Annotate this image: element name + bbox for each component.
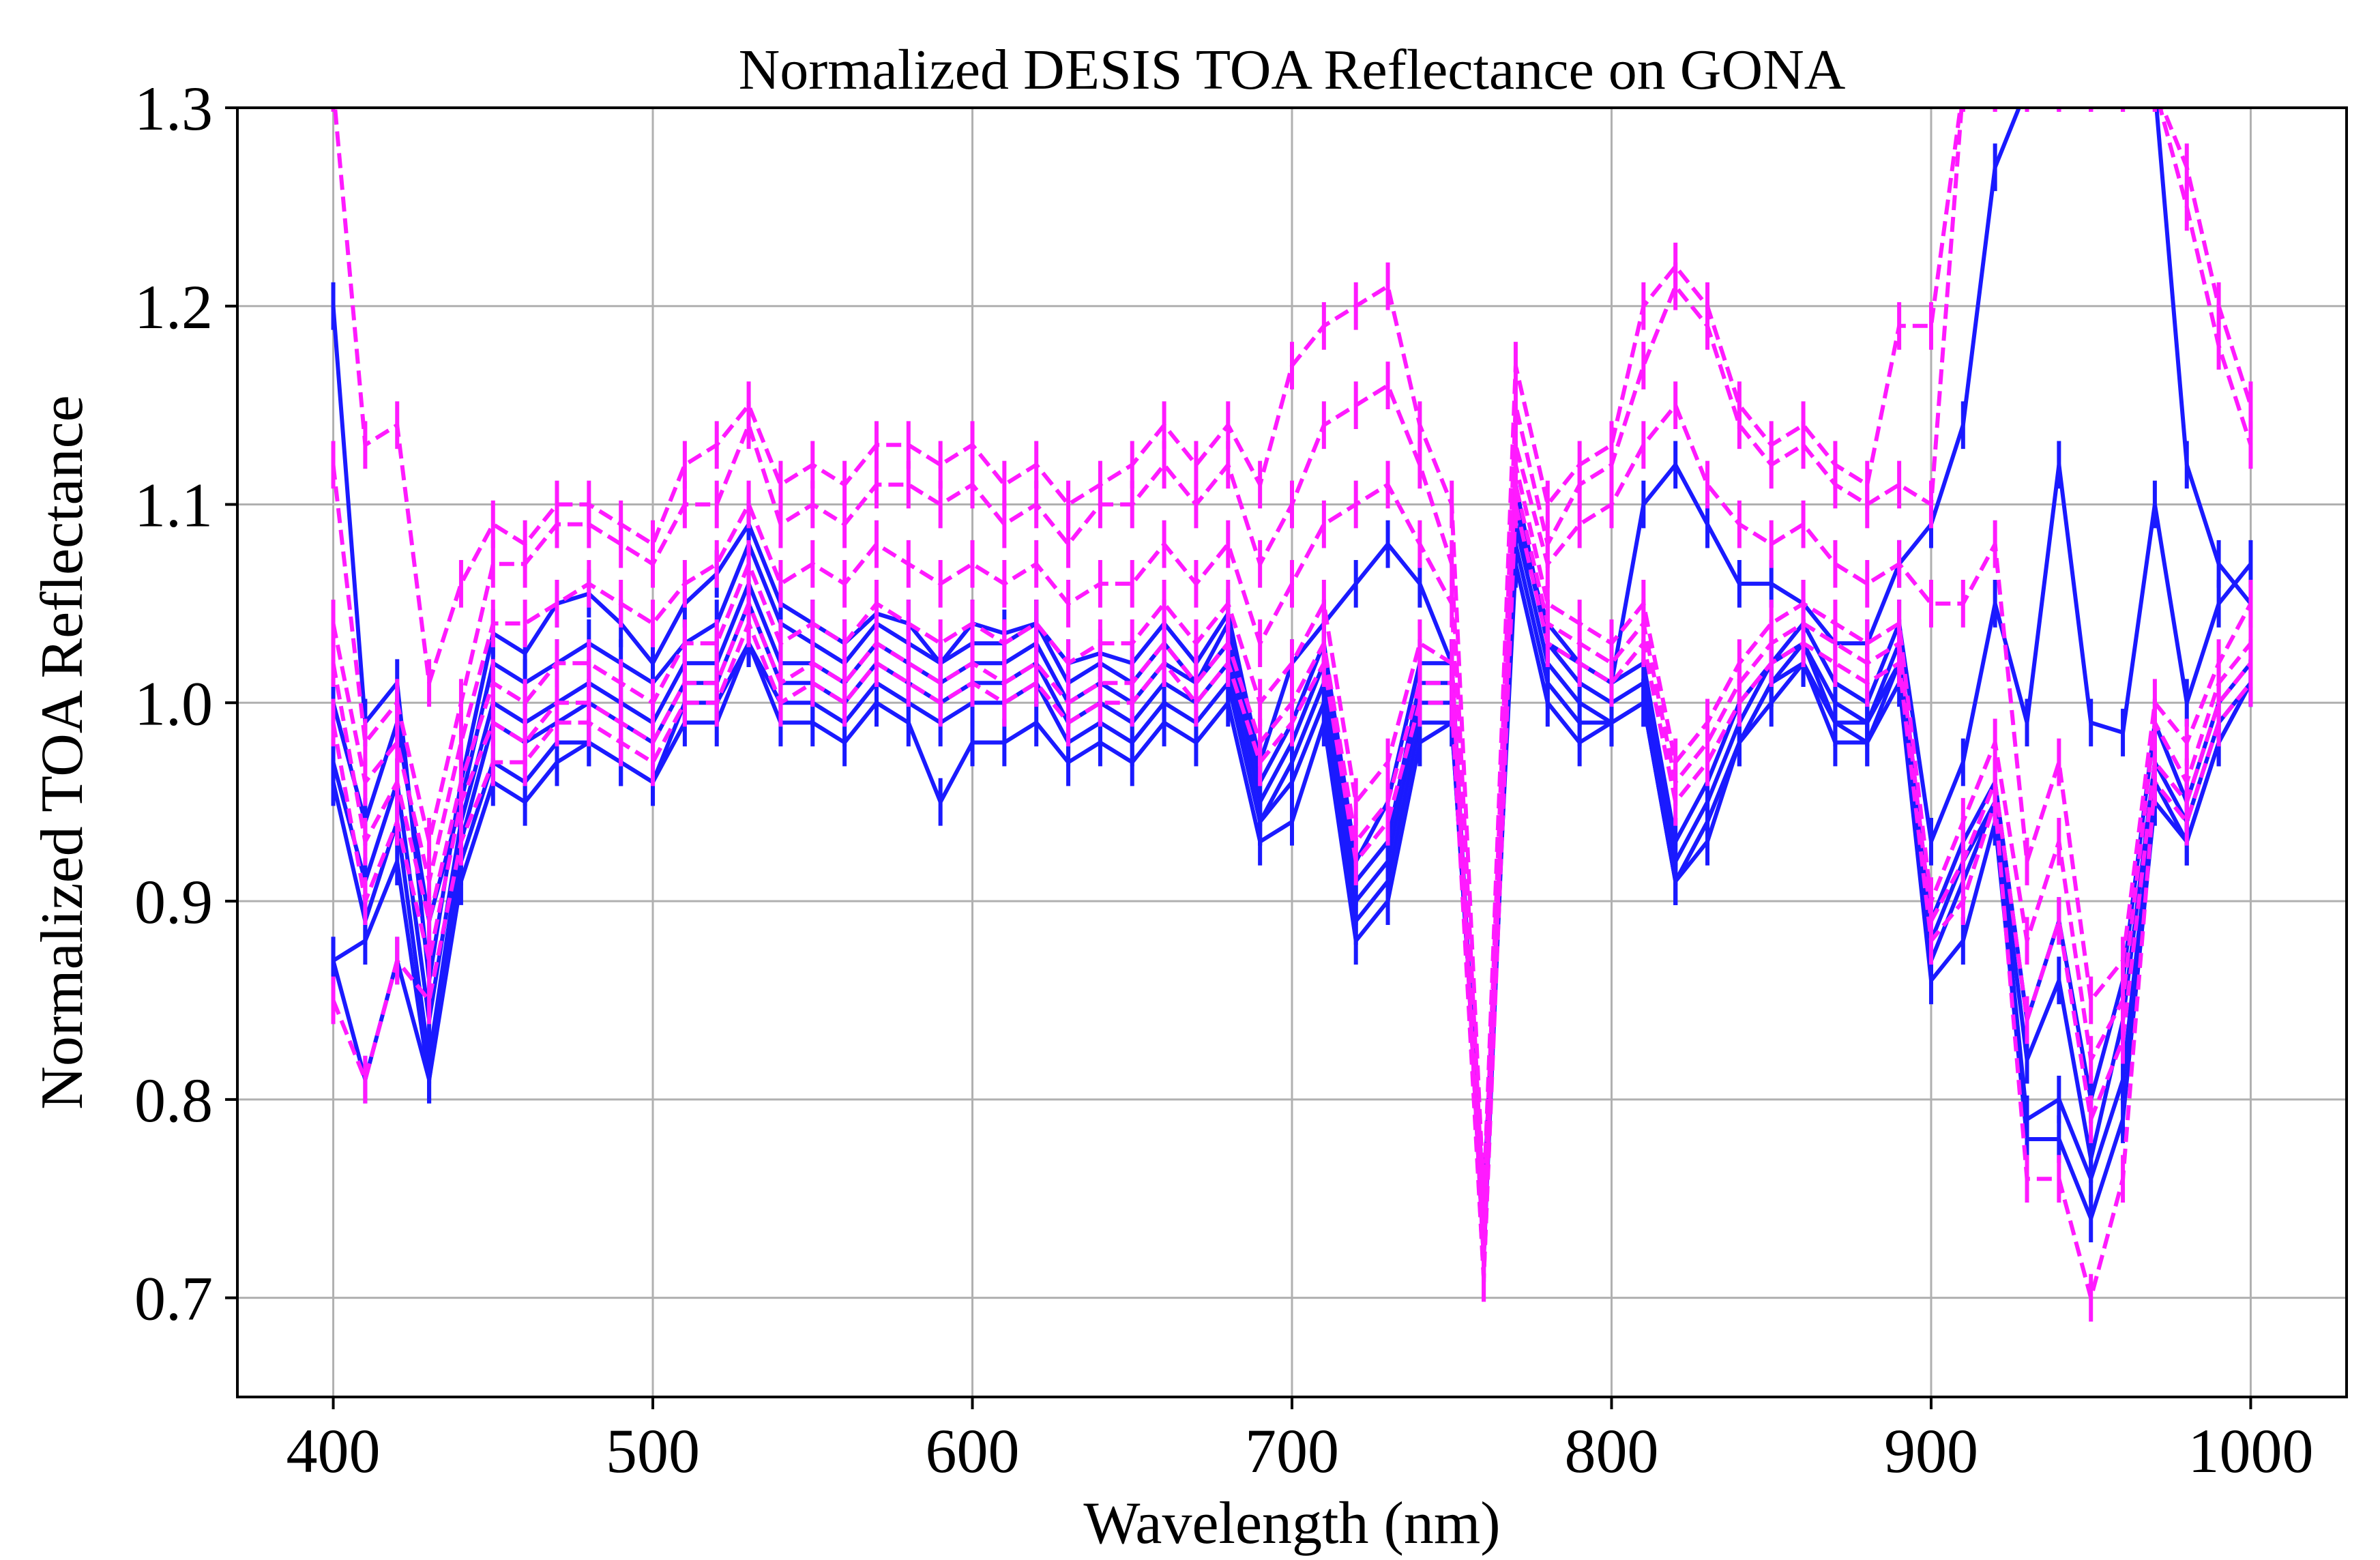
x-axis-label: Wavelength (nm) (1083, 1490, 1500, 1557)
x-tick-label: 900 (1884, 1416, 1978, 1486)
axis-ticks: 400 500 600 700 800 900 1000 0.7 0.8 0.9 1.0 1.1 1.2… (134, 74, 2313, 1486)
chart-title: Normalized DESIS TOA Reflectance on GONA (739, 38, 1846, 102)
y-axis-label: Normalized TOA Reflectance (29, 395, 96, 1109)
y-tick-label: 1.3 (134, 74, 213, 143)
y-tick-label: 0.7 (134, 1264, 213, 1334)
y-tick-label: 0.9 (134, 867, 213, 937)
y-tick-label: 1.2 (134, 272, 213, 342)
y-tick-label: 1.0 (134, 668, 213, 738)
x-tick-label: 400 (287, 1416, 381, 1486)
x-tick-label: 600 (926, 1416, 1020, 1486)
y-tick-label: 0.8 (134, 1065, 213, 1135)
series-dashed-6 (331, 480, 2253, 1322)
x-tick-label: 800 (1564, 1416, 1658, 1486)
series-dashed-3 (331, 381, 2253, 1263)
series-group (331, 108, 2253, 1322)
x-tick-label: 700 (1245, 1416, 1339, 1486)
x-tick-label: 500 (606, 1416, 700, 1486)
plot-area (331, 108, 2253, 1322)
x-tick-label: 1000 (2188, 1416, 2313, 1486)
y-tick-label: 1.1 (134, 471, 213, 540)
